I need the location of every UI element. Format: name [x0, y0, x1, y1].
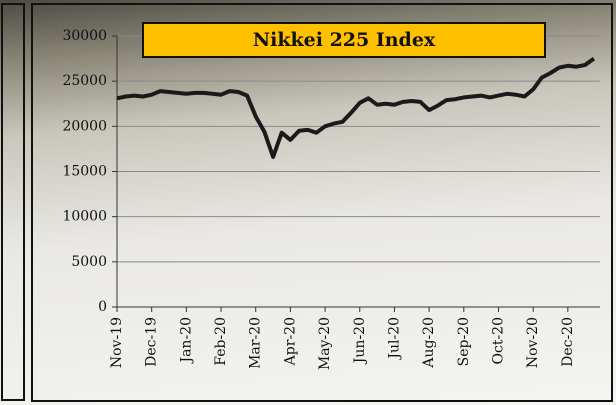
- y-tick-label: 25000: [62, 73, 107, 89]
- chart-title: Nikkei 225 Index: [253, 29, 436, 51]
- x-tick-label: Feb-20: [213, 317, 229, 366]
- x-tick-label: Sep-20: [456, 317, 472, 366]
- y-tick-label: 15000: [62, 164, 107, 180]
- title-box: [142, 22, 546, 58]
- x-tick-label: Nov-19: [109, 317, 125, 368]
- y-tick-label: 30000: [62, 28, 107, 44]
- left-panel-frame: [1, 3, 25, 401]
- y-tick-label: 5000: [71, 254, 107, 270]
- x-tick-label: Jan-20: [178, 317, 194, 365]
- y-tick-label: 10000: [62, 209, 107, 225]
- x-tick-label: Oct-20: [490, 317, 506, 365]
- y-tick-label: 20000: [62, 118, 107, 134]
- x-tick-label: Nov-20: [525, 317, 541, 368]
- x-tick-label: Mar-20: [248, 317, 264, 369]
- x-tick-label: Jun-20: [352, 317, 368, 365]
- x-tick-label: Dec-20: [560, 317, 576, 367]
- x-tick-label: May-20: [317, 317, 333, 370]
- x-tick-label: Apr-20: [282, 317, 298, 366]
- x-tick-label: Dec-19: [144, 317, 160, 367]
- x-tick-label: Aug-20: [421, 317, 437, 369]
- y-tick-label: 0: [98, 299, 107, 315]
- chart-frame: [31, 3, 613, 402]
- price-line: [116, 56, 596, 159]
- x-tick-label: Jul-20: [386, 317, 402, 361]
